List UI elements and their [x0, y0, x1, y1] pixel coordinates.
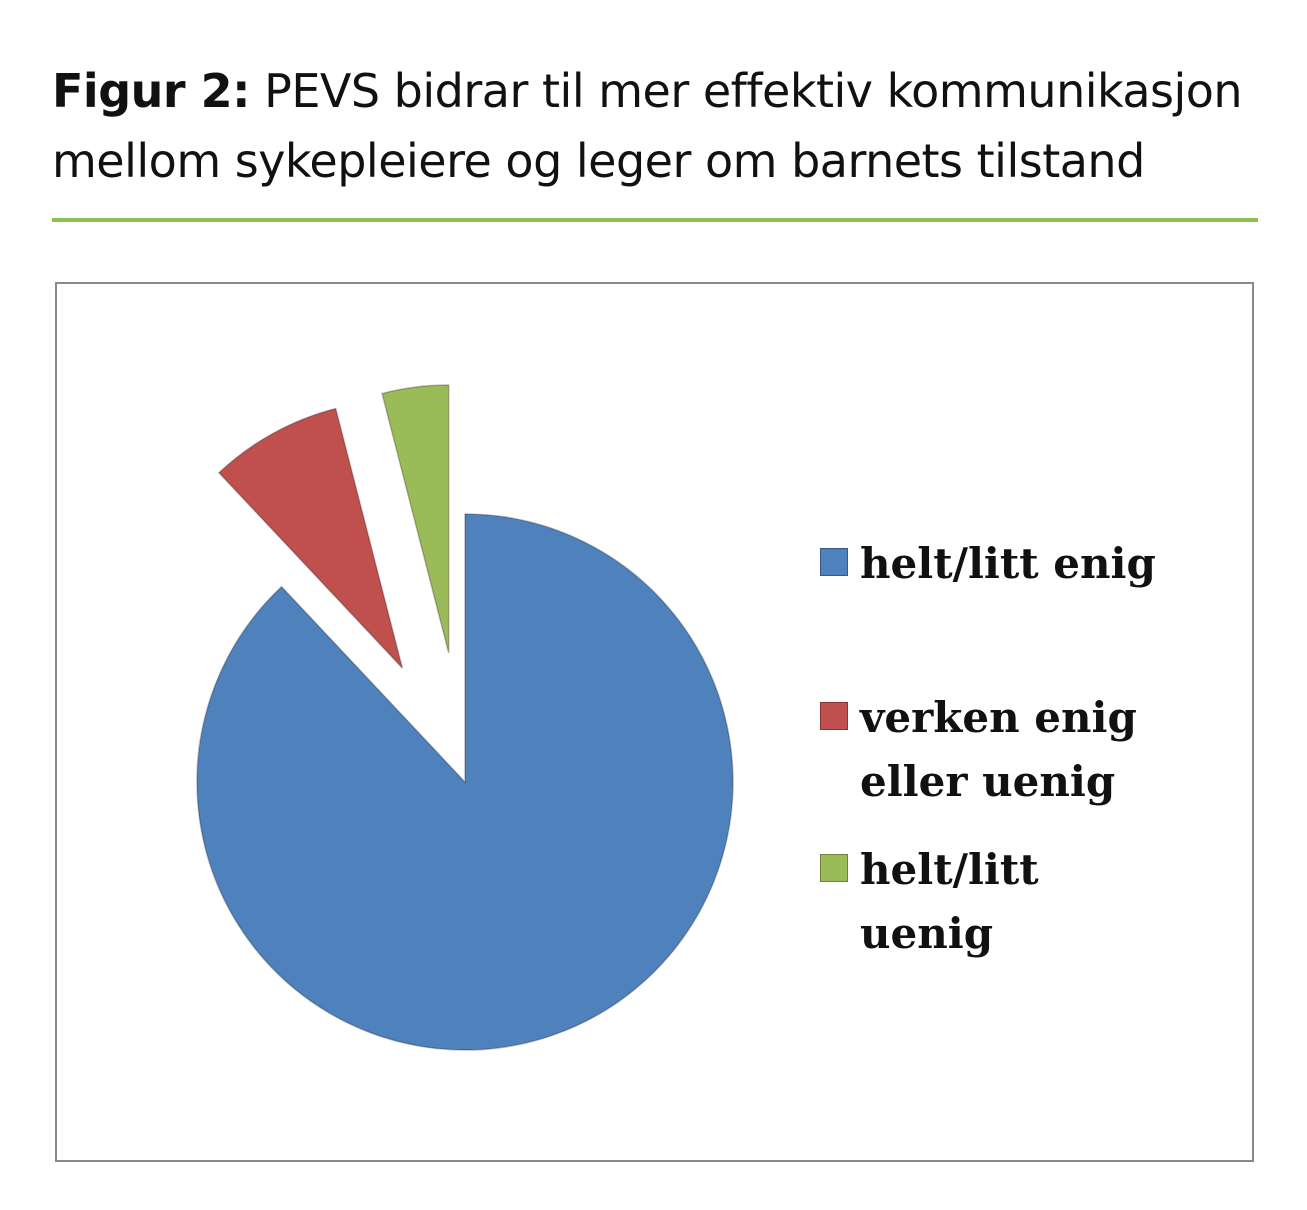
pie-slice-0 — [196, 513, 734, 1051]
figure-title: Figur 2: PEVS bidrar til mer effektiv ko… — [52, 56, 1282, 196]
figure-label: Figur 2: — [52, 64, 250, 118]
pie-slice-1 — [217, 407, 404, 669]
legend-label-0: helt/litt enig — [860, 539, 1156, 588]
legend-label-2: helt/litt uenig — [860, 845, 1039, 958]
figure-title-text: PEVS bidrar til mer effektiv kommunikasj… — [52, 64, 1243, 188]
pie-slice-2 — [381, 384, 450, 654]
legend-swatch-2 — [820, 854, 848, 882]
legend-swatch-1 — [820, 702, 848, 730]
chart-frame — [55, 282, 1254, 1162]
legend-label-1: verken enig eller uenig — [860, 693, 1137, 806]
legend-swatch-0 — [820, 548, 848, 576]
title-divider — [52, 218, 1258, 222]
